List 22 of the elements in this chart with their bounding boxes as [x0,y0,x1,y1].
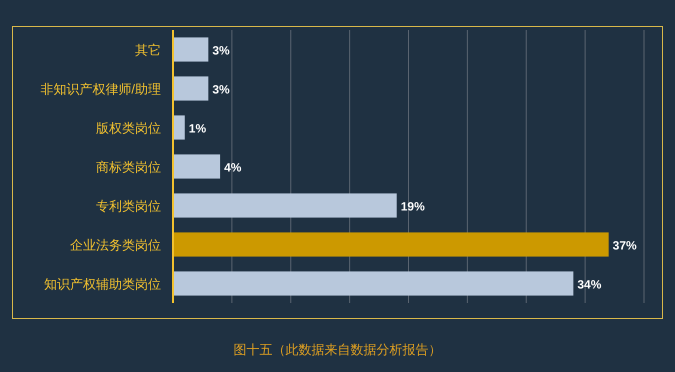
bar [173,115,185,140]
data-label: 3% [212,44,230,58]
bar [173,193,397,218]
data-label: 1% [188,122,206,136]
bar [173,154,220,179]
data-label: 19% [400,200,426,214]
y-tick-label: 知识产权辅助类岗位 [44,276,161,292]
bar [173,37,208,62]
data-label: 4% [224,160,242,174]
y-tick-label: 非知识产权律师/助理 [40,82,161,96]
bar [173,232,609,257]
y-tick-label: 商标类岗位 [96,160,161,174]
data-label: 37% [612,238,638,252]
y-tick-label: 企业法务类岗位 [70,238,161,252]
data-label: 3% [212,82,230,96]
y-tick-label: 版权类岗位 [96,120,161,136]
y-tick-label: 其它 [135,42,161,58]
text: 图十五（此数据来自数据分析报告） [234,342,442,357]
bar [173,271,574,296]
data-label: 34% [577,278,602,292]
y-tick-label: 专利类岗位 [96,198,161,214]
bar [173,76,208,101]
